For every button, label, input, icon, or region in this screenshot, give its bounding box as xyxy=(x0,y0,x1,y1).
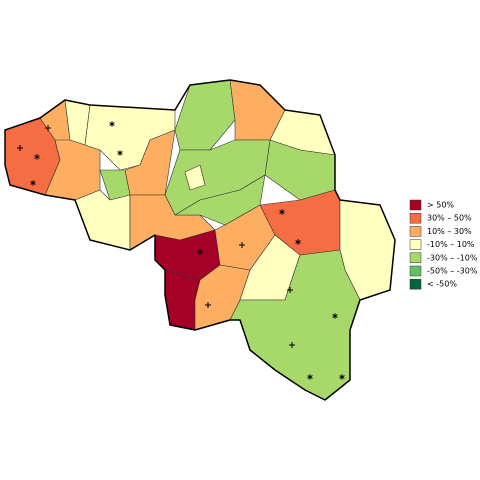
star-marker xyxy=(295,240,301,244)
legend-swatch xyxy=(409,199,422,211)
star-marker xyxy=(279,210,285,214)
star-marker xyxy=(339,375,345,379)
region xyxy=(184,164,206,191)
country-border xyxy=(4,79,396,401)
star-marker xyxy=(34,155,40,159)
legend-label: < -50% xyxy=(427,280,457,289)
legend-label: -10% – 10% xyxy=(427,240,475,249)
legend: > 50% 30% – 50% 10% – 30% -10% – 10% -30% – … xyxy=(409,199,478,290)
legend-label: -30% – -10% xyxy=(427,253,478,262)
star-marker xyxy=(30,181,36,185)
star-marker xyxy=(307,375,313,379)
regions xyxy=(4,79,396,401)
legend-label: -50% – -30% xyxy=(427,267,478,276)
legend-label: > 50% xyxy=(427,201,454,210)
legend-label: 10% – 30% xyxy=(427,227,472,236)
star-marker xyxy=(197,250,203,254)
legend-label: 30% – 50% xyxy=(427,214,472,223)
legend-swatch xyxy=(409,265,422,277)
star-marker xyxy=(117,151,123,155)
star-marker xyxy=(109,122,115,126)
legend-swatch xyxy=(409,252,422,264)
markers xyxy=(17,121,345,380)
region xyxy=(174,79,236,151)
legend-swatch xyxy=(409,278,422,290)
region xyxy=(174,174,266,226)
legend-swatch xyxy=(409,239,422,250)
legend-swatch xyxy=(409,212,422,224)
legend-swatch xyxy=(409,226,422,237)
star-marker xyxy=(332,314,338,318)
